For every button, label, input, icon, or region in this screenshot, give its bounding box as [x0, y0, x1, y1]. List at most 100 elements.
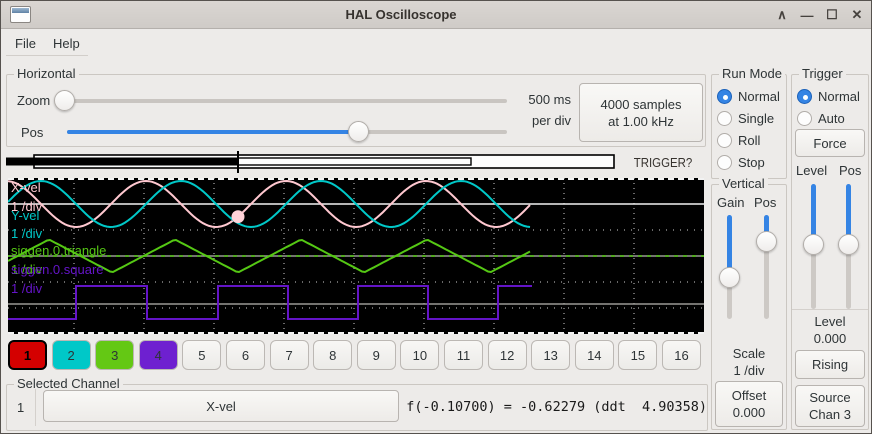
trigger-source-line1: Source	[809, 390, 851, 405]
run-mode-option-normal[interactable]: Normal	[717, 87, 780, 105]
scope-channel-scale-4: 1 /div	[11, 281, 43, 296]
minimize-icon[interactable]: —	[800, 7, 814, 23]
zoom-slider-label: Zoom	[17, 93, 51, 108]
radio-icon[interactable]	[717, 88, 732, 104]
run-mode-option-label: Stop	[738, 154, 765, 170]
radio-icon[interactable]	[797, 110, 812, 126]
trigger-level-slider-track[interactable]	[811, 244, 816, 309]
vpos-slider-label: Pos	[754, 195, 777, 210]
trigger-separator	[792, 309, 868, 310]
force-button[interactable]: Force	[795, 129, 865, 157]
radio-icon[interactable]	[717, 154, 732, 170]
channel-button-14[interactable]: 14	[574, 340, 614, 370]
offset-label: Offset	[731, 388, 767, 403]
maximize-icon[interactable]: ☐	[826, 7, 838, 22]
window-title: HAL Oscilloscope	[345, 7, 457, 22]
channel-button-row: 1 2 3 4 5 6 7 8 9 10 11 12 13 14 15 16	[1, 340, 711, 371]
channel-button-16[interactable]: 16	[662, 340, 701, 370]
selected-channel-name: X-vel	[206, 398, 236, 414]
samples-line1: 4000 samples	[600, 96, 682, 112]
trigger-option-normal[interactable]: Normal	[797, 87, 860, 105]
menu-file[interactable]: File	[15, 36, 36, 51]
trigger-question-label[interactable]: TRIGGER?	[633, 155, 693, 170]
vpos-slider-handle[interactable]	[756, 231, 777, 252]
rate-line1: 500 ms	[528, 92, 571, 107]
radio-icon[interactable]	[717, 132, 732, 148]
channel-button-1[interactable]: 1	[8, 340, 47, 370]
gain-slider-track[interactable]	[727, 277, 732, 319]
rate-line2: per div	[531, 113, 571, 128]
run-mode-option-roll[interactable]: Roll	[717, 131, 760, 149]
trigger-pos-slider-handle[interactable]	[838, 234, 859, 255]
selected-channel-name-button[interactable]: X-vel	[43, 390, 399, 422]
vpos-slider-track[interactable]	[764, 241, 769, 319]
radio-icon[interactable]	[717, 110, 732, 126]
run-mode-option-single[interactable]: Single	[717, 109, 774, 127]
offset-button[interactable]: Offset 0.000	[715, 381, 783, 427]
channel-button-15[interactable]: 15	[618, 340, 658, 370]
radio-icon[interactable]	[797, 88, 812, 104]
zoom-slider-handle[interactable]	[54, 90, 75, 111]
menu-help[interactable]: Help	[53, 36, 80, 51]
scale-value: 1 /div	[733, 363, 765, 378]
hpos-slider-handle[interactable]	[348, 121, 369, 142]
record-progress-bar	[6, 151, 615, 173]
vertical-group-label: Vertical	[719, 176, 768, 191]
scope-channel-scale-2: 1 /div	[11, 226, 43, 241]
gain-slider-label: Gain	[717, 195, 745, 210]
pos-slider-label: Pos	[21, 125, 44, 140]
trigger-group: Trigger	[791, 66, 869, 430]
trigger-source-button[interactable]: Source Chan 3	[795, 385, 865, 427]
vpos-slider-fill	[764, 215, 769, 241]
trigger-level-slider-label: Level	[796, 163, 828, 178]
zoom-slider-track[interactable]	[55, 99, 507, 103]
run-mode-option-label: Roll	[738, 132, 761, 148]
gain-slider-handle[interactable]	[719, 267, 740, 288]
trigger-point-marker[interactable]	[231, 210, 245, 224]
horizontal-group: Horizontal	[6, 66, 706, 147]
scale-label: Scale	[732, 346, 766, 361]
trigger-option-label: Normal	[818, 88, 860, 104]
run-mode-option-label: Single	[738, 110, 775, 126]
channel-button-4[interactable]: 4	[138, 340, 178, 370]
channel-button-8[interactable]: 8	[313, 340, 353, 370]
scope-channel-label-3: siggen.0.triangle	[11, 243, 106, 258]
selected-channel-group: Selected Channel	[6, 376, 708, 431]
trigger-pos-slider-label: Pos	[839, 163, 862, 178]
trigger-level-slider-handle[interactable]	[803, 234, 824, 255]
shade-icon[interactable]: ∧	[777, 7, 787, 22]
run-mode-option-stop[interactable]: Stop	[717, 153, 765, 171]
gain-slider-fill	[727, 215, 732, 277]
channel-button-6[interactable]: 6	[226, 340, 265, 370]
scope-channel-label-4: siggen.0.square	[11, 262, 104, 277]
selected-channel-divider	[35, 389, 36, 426]
close-icon[interactable]: ✕	[851, 7, 863, 22]
channel-button-13[interactable]: 13	[531, 340, 571, 370]
selected-channel-group-label: Selected Channel	[14, 376, 123, 391]
samples-button[interactable]: 4000 samples at 1.00 kHz	[579, 83, 703, 142]
scope-channel-label-1: X-vel	[11, 180, 41, 195]
trigger-pos-slider-fill	[846, 184, 851, 244]
scope-channel-scale-1: 1 /div	[11, 199, 43, 214]
trace-siggen.0.triangle	[8, 238, 531, 274]
channel-button-12[interactable]: 12	[487, 340, 527, 370]
menubar: File Help	[1, 30, 871, 56]
channel-button-9[interactable]: 9	[356, 340, 396, 370]
selected-channel-number: 1	[17, 400, 25, 415]
trace-siggen.0.square	[8, 285, 532, 320]
channel-button-3[interactable]: 3	[95, 340, 135, 370]
trigger-pos-slider-track[interactable]	[846, 244, 851, 309]
channel-readout: f(-0.10700) = -0.62279 (ddt 4.90358)	[406, 399, 707, 415]
channel-button-2[interactable]: 2	[51, 340, 91, 370]
app-icon	[10, 6, 31, 23]
channel-button-7[interactable]: 7	[269, 340, 309, 370]
channel-button-11[interactable]: 11	[444, 340, 483, 370]
trigger-edge-button[interactable]: Rising	[795, 350, 865, 379]
trigger-option-auto[interactable]: Auto	[797, 109, 845, 127]
channel-button-10[interactable]: 10	[400, 340, 440, 370]
channel-button-5[interactable]: 5	[182, 340, 222, 370]
scope-channel-label-2: Y-vel	[11, 208, 40, 223]
trigger-level-value: 0.000	[813, 331, 847, 346]
